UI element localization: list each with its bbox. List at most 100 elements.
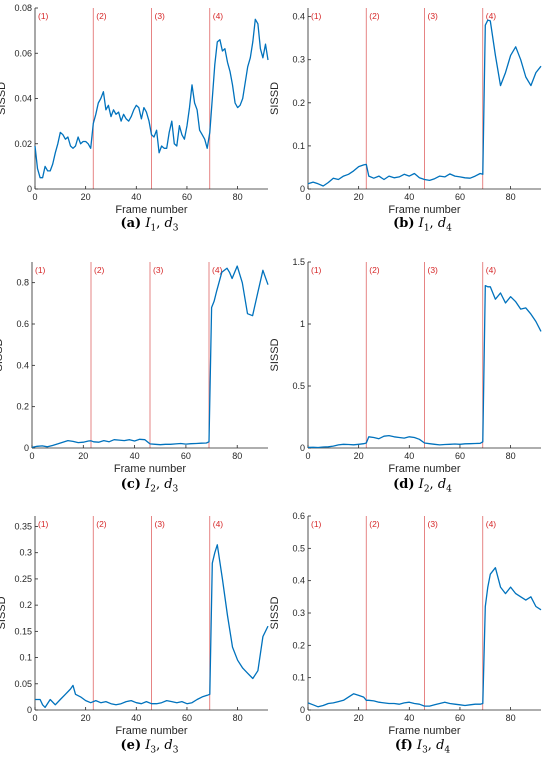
phase-label-3: (3) — [428, 265, 439, 275]
y-tick-label: 0 — [300, 184, 305, 194]
caption-caption-d-sub: 4 — [444, 745, 451, 756]
caption-caption-I-sub: 1 — [150, 223, 157, 234]
y-tick-label: 0.15 — [14, 626, 32, 636]
x-axis-label: Frame number — [388, 725, 460, 737]
y-tick-label: 0 — [300, 443, 305, 453]
x-tick-label: 40 — [404, 713, 414, 723]
x-tick-label: 60 — [182, 192, 192, 202]
x-tick-label: 60 — [181, 451, 191, 461]
x-tick-label: 0 — [32, 713, 37, 723]
y-tick-label: 0.6 — [292, 511, 305, 521]
panel-caption-2: (b) I1, d4 — [393, 216, 452, 234]
y-tick-label: 0.25 — [14, 574, 32, 584]
series-line — [31, 265, 269, 449]
y-axis-label: SISSD — [0, 596, 8, 629]
y-tick-label: 0 — [27, 184, 32, 194]
phase-label-4: (4) — [213, 11, 224, 21]
phase-label-4: (4) — [486, 265, 497, 275]
caption-caption-I: I — [145, 216, 151, 231]
y-tick-label: 0.4 — [292, 576, 305, 586]
y-tick-label: 0.1 — [292, 673, 305, 683]
phase-label-3: (3) — [153, 265, 164, 275]
phase-label-2: (2) — [96, 11, 107, 21]
y-tick-label: 0.1 — [19, 653, 32, 663]
phase-label-2: (2) — [369, 519, 380, 529]
caption-caption-d: d — [164, 216, 173, 231]
y-tick-label: 0.06 — [14, 48, 32, 58]
caption-caption-I: I — [145, 738, 151, 753]
series-line — [34, 18, 269, 179]
y-tick-label: 0 — [24, 443, 29, 453]
phase-label-3: (3) — [428, 519, 439, 529]
caption-caption-d: d — [437, 477, 447, 492]
phase-label-4: (4) — [486, 11, 497, 21]
x-tick-label: 0 — [305, 713, 310, 723]
y-tick-label: 0.04 — [14, 94, 32, 104]
x-tick-label: 20 — [81, 713, 91, 723]
caption-caption-d: d — [164, 477, 173, 492]
phase-label-2: (2) — [94, 265, 105, 275]
x-tick-label: 20 — [78, 451, 88, 461]
phase-label-1: (1) — [311, 519, 322, 529]
y-tick-label: 1 — [300, 319, 305, 329]
caption-caption-tag: (b) — [393, 216, 415, 231]
y-tick-label: 0.02 — [14, 139, 32, 149]
phase-label-3: (3) — [155, 519, 166, 529]
chart-panel-1: (1) (2) (3) (4) 0 20 40 60 80 0 0.02 0.04 0.06 0.08 Fr… — [0, 3, 269, 216]
y-tick-label: 0.2 — [292, 640, 305, 650]
caption-caption-d: d — [436, 738, 445, 753]
phase-label-4: (4) — [212, 265, 223, 275]
x-tick-label: 60 — [455, 713, 465, 723]
series-line — [307, 567, 542, 708]
caption-caption-I-sub: 3 — [150, 745, 157, 756]
y-tick-label: 0.35 — [14, 521, 32, 531]
x-tick-label: 40 — [404, 192, 414, 202]
y-tick-label: 0.08 — [14, 3, 32, 13]
x-tick-label: 40 — [131, 713, 141, 723]
x-axis-label: Frame number — [114, 463, 186, 475]
x-tick-label: 60 — [455, 192, 465, 202]
phase-label-1: (1) — [38, 519, 49, 529]
panel-caption-3: (c) I2, d3 — [120, 477, 179, 495]
caption-caption-I: I — [418, 216, 424, 231]
y-tick-label: 0 — [300, 705, 305, 715]
y-tick-label: 0.5 — [292, 543, 305, 553]
y-tick-label: 0.3 — [292, 55, 305, 65]
x-tick-label: 20 — [354, 192, 364, 202]
chart-panel-2: (1) (2) (3) (4) 0 20 40 60 80 0 0.1 0.2 0.3 0.4 Frame … — [269, 8, 542, 216]
caption-caption-I: I — [418, 477, 424, 492]
y-axis-label: SISSD — [269, 596, 281, 629]
x-tick-label: 20 — [354, 451, 364, 461]
x-tick-label: 80 — [506, 192, 516, 202]
phase-label-1: (1) — [35, 265, 46, 275]
caption-caption-d: d — [437, 216, 447, 231]
phase-label-3: (3) — [428, 11, 439, 21]
series-line — [307, 19, 542, 187]
y-tick-label: 0.5 — [292, 381, 305, 391]
caption-caption-I-sub: 2 — [150, 484, 156, 495]
x-axis-label: Frame number — [115, 204, 187, 216]
caption-caption-d-sub: 3 — [172, 745, 179, 756]
y-tick-label: 0.6 — [16, 319, 29, 329]
phase-label-3: (3) — [155, 11, 166, 21]
phase-label-1: (1) — [38, 11, 49, 21]
x-tick-label: 40 — [404, 451, 414, 461]
caption-caption-tag: (d) — [393, 477, 415, 492]
x-tick-label: 0 — [305, 192, 310, 202]
x-tick-label: 0 — [32, 192, 37, 202]
x-tick-label: 80 — [506, 713, 516, 723]
x-tick-label: 40 — [131, 192, 141, 202]
chart-panel-6: (1) (2) (3) (4) 0 20 40 60 80 0 0.1 0.2 0.3 0.4 0.5 0.6… — [269, 511, 542, 737]
phase-label-1: (1) — [311, 265, 322, 275]
y-tick-label: 0.2 — [19, 600, 32, 610]
y-tick-label: 1.5 — [292, 257, 305, 267]
caption-caption-d-sub: 3 — [172, 223, 179, 234]
x-axis-label: Frame number — [115, 725, 187, 737]
x-axis-label: Frame number — [388, 204, 460, 216]
caption-caption-d-sub: 4 — [446, 484, 452, 495]
phase-label-1: (1) — [311, 11, 322, 21]
phase-label-2: (2) — [96, 519, 107, 529]
y-tick-label: 0.3 — [292, 608, 305, 618]
phase-label-4: (4) — [213, 519, 224, 529]
